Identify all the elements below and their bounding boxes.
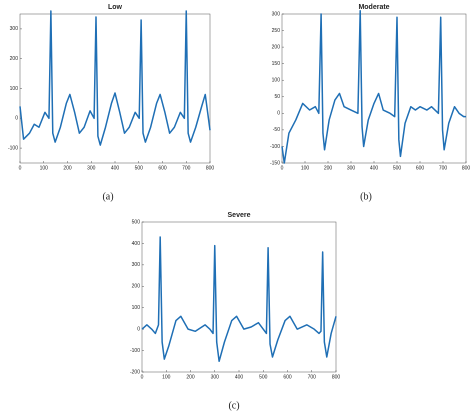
y-tick-label: 100 [10, 86, 19, 92]
ecg-line [281, 9, 466, 164]
y-tick-label: 200 [272, 44, 281, 50]
y-tick-label: -100 [130, 348, 140, 354]
x-tick-label: 100 [40, 165, 49, 171]
panel-caption: (a) [102, 191, 113, 202]
x-tick-label: 700 [182, 165, 191, 171]
x-tick-label: 700 [439, 165, 448, 171]
panel-caption: (b) [360, 191, 372, 202]
y-tick-label: 400 [132, 241, 141, 247]
x-tick-label: 800 [206, 165, 215, 171]
y-tick-label: 250 [272, 28, 281, 34]
y-tick-label: 200 [132, 284, 141, 290]
y-tick-label: 150 [272, 61, 281, 67]
x-tick-label: 300 [87, 165, 96, 171]
x-tick-label: 100 [162, 374, 171, 380]
y-tick-label: 500 [132, 219, 141, 225]
x-tick-label: 400 [370, 165, 379, 171]
x-tick-label: 400 [235, 374, 244, 380]
ecg-line [141, 236, 337, 363]
x-tick-label: 0 [141, 374, 144, 380]
y-tick-label: -200 [130, 369, 140, 375]
x-tick-label: 500 [135, 165, 144, 171]
chart-title: Moderate [358, 4, 389, 11]
y-tick-label: -50 [273, 127, 280, 133]
y-tick-label: 300 [10, 26, 19, 32]
y-tick-label: 300 [132, 262, 141, 268]
y-tick-label: 100 [272, 78, 281, 84]
plot-frame [141, 221, 337, 373]
y-tick-label: -150 [270, 160, 280, 166]
x-tick-label: 800 [462, 165, 471, 171]
x-tick-label: 500 [259, 374, 268, 380]
x-tick-label: 600 [416, 165, 425, 171]
x-tick-label: 500 [393, 165, 402, 171]
chart-title: Severe [228, 212, 251, 219]
x-tick-label: 100 [301, 165, 310, 171]
y-tick-label: 300 [272, 11, 281, 17]
y-tick-label: -100 [8, 145, 18, 151]
y-tick-label: 200 [10, 56, 19, 62]
y-tick-label: 0 [15, 116, 18, 122]
x-tick-label: 400 [111, 165, 120, 171]
x-tick-label: 200 [63, 165, 72, 171]
x-tick-label: 700 [308, 374, 317, 380]
x-tick-label: 800 [332, 374, 341, 380]
chart-title: Low [108, 4, 123, 11]
x-tick-label: 600 [283, 374, 292, 380]
y-tick-label: -100 [270, 144, 280, 150]
plot-frame [19, 13, 211, 164]
panel-caption: (c) [228, 400, 239, 411]
x-tick-label: 300 [211, 374, 220, 380]
ecg-line [19, 10, 211, 146]
x-tick-label: 200 [324, 165, 333, 171]
x-tick-label: 600 [158, 165, 167, 171]
x-tick-label: 0 [19, 165, 22, 171]
x-tick-label: 200 [186, 374, 195, 380]
y-tick-label: 50 [274, 94, 280, 100]
x-tick-label: 300 [347, 165, 356, 171]
y-tick-label: 100 [132, 305, 141, 311]
x-tick-label: 0 [281, 165, 284, 171]
y-tick-label: 0 [137, 326, 140, 332]
y-tick-label: 0 [277, 111, 280, 117]
